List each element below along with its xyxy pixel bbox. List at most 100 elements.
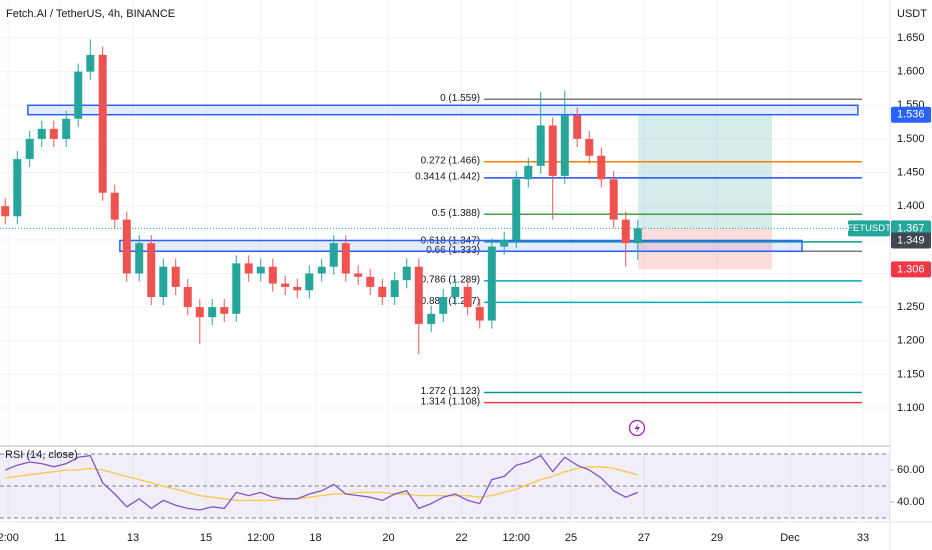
rsi-line — [5, 454, 639, 511]
x-tick-label: 29 — [711, 532, 723, 544]
x-tick-label: 13 — [127, 532, 139, 544]
candle-body — [487, 246, 496, 321]
candle-body — [1, 206, 10, 217]
x-tick-label: 12:00 — [247, 532, 275, 544]
price-tag — [891, 106, 931, 123]
candle-body — [536, 125, 545, 166]
candle-body — [317, 266, 326, 274]
candle-body — [110, 192, 119, 220]
x-tick-label: 15 — [200, 532, 212, 544]
candle-body — [329, 243, 338, 267]
alert-icon[interactable] — [628, 419, 646, 437]
candle-body — [122, 219, 131, 274]
candle-body — [74, 71, 83, 119]
y-tick-label: 1.100 — [897, 402, 925, 414]
currency-label: USDT — [897, 8, 927, 20]
target-zone — [638, 114, 773, 229]
candle-body — [402, 266, 411, 281]
price-tag-label: 1.536 — [897, 109, 925, 121]
candle-body — [62, 118, 71, 139]
fib-level-label: 1.272 (1.123) — [421, 386, 481, 397]
rsi-tick-label: 60.00 — [897, 464, 925, 476]
candle-body — [171, 266, 180, 287]
candle-body — [256, 266, 265, 274]
candle-body — [341, 243, 350, 274]
symbol-tag — [848, 220, 890, 237]
candle-body — [500, 239, 509, 247]
candle-body — [293, 286, 302, 291]
y-tick-label: 1.400 — [897, 200, 925, 212]
x-tick-label: 12:00 — [502, 532, 530, 544]
candle-body — [451, 286, 460, 298]
fib-level-label: 0 (1.559) — [440, 93, 480, 104]
candle-body — [475, 307, 484, 321]
fib-level-label: 0.272 (1.466) — [421, 155, 481, 166]
price-tag — [891, 261, 931, 278]
price-tag-label: 1.349 — [897, 234, 925, 246]
chart-title: Fetch.AI / TetherUS, 4h, BINANCE — [6, 8, 175, 20]
y-tick-label: 1.200 — [897, 335, 925, 347]
candle-body — [195, 307, 204, 318]
y-tick-label: 1.600 — [897, 66, 925, 78]
y-tick-label: 1.150 — [897, 368, 925, 380]
candle-body — [366, 276, 375, 287]
candle-body — [13, 159, 22, 217]
fib-level-label: 0.5 (1.388) — [432, 208, 480, 219]
candle-body — [25, 138, 34, 160]
fib-level-label: 0.3414 (1.442) — [415, 172, 480, 183]
candle-body — [354, 273, 363, 277]
candle-body — [232, 263, 241, 314]
candle-body — [305, 273, 314, 291]
candle-body — [597, 155, 606, 180]
y-tick-label: 1.250 — [897, 301, 925, 313]
candle-body — [244, 263, 253, 274]
candle-body — [183, 286, 192, 308]
x-tick-label: 25 — [565, 532, 577, 544]
candle-body — [98, 54, 107, 193]
fib-level-label: 0.66 (1.333) — [426, 245, 480, 256]
candle-body — [621, 219, 630, 244]
rsi-ma-line — [5, 466, 638, 502]
candle-body — [220, 307, 229, 314]
y-tick-label: 1.450 — [897, 166, 925, 178]
candle-body — [147, 243, 156, 298]
symbol-label: FETUSDT — [847, 223, 891, 234]
candle-body — [633, 228, 642, 244]
x-tick-label: 27 — [638, 532, 650, 544]
candle-body — [560, 115, 569, 176]
price-tag — [891, 220, 931, 237]
x-tick-label: Dec — [780, 532, 800, 544]
x-tick-label: 11 — [54, 532, 65, 544]
candle-body — [573, 115, 582, 139]
candle-body — [86, 54, 95, 72]
stop-zone — [638, 228, 773, 270]
zone-box — [119, 239, 803, 253]
x-tick-label: 22 — [455, 532, 467, 544]
candle-body — [414, 266, 423, 324]
candle-body — [609, 179, 618, 220]
x-tick-label: 2:00 — [0, 532, 19, 544]
candle-body — [49, 128, 58, 139]
candle-body — [268, 266, 277, 284]
price-tag-label: 1.367 — [897, 222, 925, 234]
rsi-tick-label: 40.00 — [897, 496, 925, 508]
x-tick-label: 33 — [857, 532, 869, 544]
candle-body — [524, 165, 533, 180]
y-tick-label: 1.650 — [897, 32, 925, 44]
candle-body — [427, 313, 436, 324]
candle-body — [390, 280, 399, 298]
candle-body — [512, 179, 521, 240]
fib-level-label: 1.314 (1.108) — [421, 396, 481, 407]
candle-body — [135, 243, 144, 274]
candle-body — [463, 286, 472, 308]
candle-body — [548, 125, 557, 176]
candle-body — [281, 283, 290, 287]
fib-level-label: 0.786 (1.289) — [421, 274, 481, 285]
fib-level-label: 0.886 (1.257) — [421, 296, 481, 307]
candle-body — [378, 286, 387, 298]
candle-body — [585, 138, 594, 156]
candle-body — [159, 266, 168, 298]
